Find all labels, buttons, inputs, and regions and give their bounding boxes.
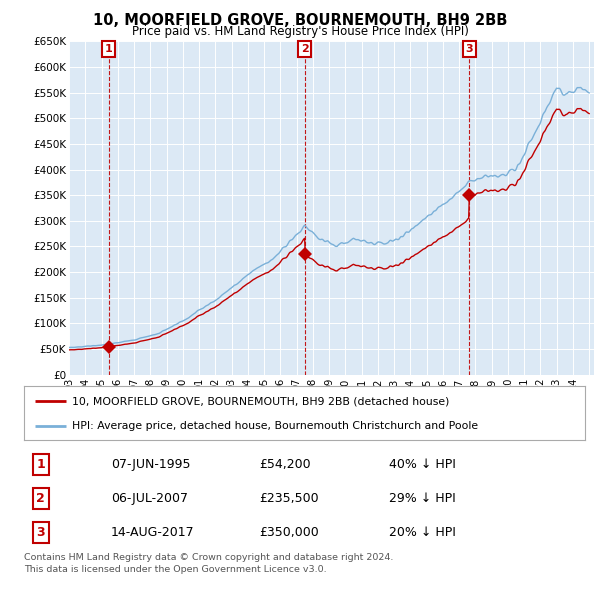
Text: 3: 3	[37, 526, 45, 539]
Text: 1: 1	[105, 44, 113, 54]
Text: £54,200: £54,200	[260, 458, 311, 471]
Text: 20% ↓ HPI: 20% ↓ HPI	[389, 526, 455, 539]
Text: 29% ↓ HPI: 29% ↓ HPI	[389, 492, 455, 505]
Text: 40% ↓ HPI: 40% ↓ HPI	[389, 458, 455, 471]
Text: 10, MOORFIELD GROVE, BOURNEMOUTH, BH9 2BB (detached house): 10, MOORFIELD GROVE, BOURNEMOUTH, BH9 2B…	[71, 396, 449, 407]
Text: Contains HM Land Registry data © Crown copyright and database right 2024.: Contains HM Land Registry data © Crown c…	[24, 553, 394, 562]
Text: £350,000: £350,000	[260, 526, 319, 539]
Text: HPI: Average price, detached house, Bournemouth Christchurch and Poole: HPI: Average price, detached house, Bour…	[71, 421, 478, 431]
Text: 3: 3	[466, 44, 473, 54]
Text: 14-AUG-2017: 14-AUG-2017	[111, 526, 194, 539]
Text: 2: 2	[37, 492, 45, 505]
Text: 2: 2	[301, 44, 309, 54]
Text: 07-JUN-1995: 07-JUN-1995	[111, 458, 190, 471]
Text: This data is licensed under the Open Government Licence v3.0.: This data is licensed under the Open Gov…	[24, 565, 326, 574]
Text: 06-JUL-2007: 06-JUL-2007	[111, 492, 188, 505]
Text: £235,500: £235,500	[260, 492, 319, 505]
Text: 10, MOORFIELD GROVE, BOURNEMOUTH, BH9 2BB: 10, MOORFIELD GROVE, BOURNEMOUTH, BH9 2B…	[93, 13, 507, 28]
Text: 1: 1	[37, 458, 45, 471]
Text: Price paid vs. HM Land Registry's House Price Index (HPI): Price paid vs. HM Land Registry's House …	[131, 25, 469, 38]
